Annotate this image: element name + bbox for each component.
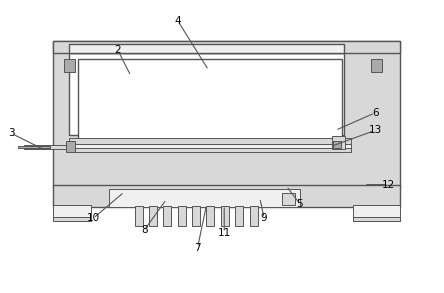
Bar [109,189,300,207]
Bar [78,59,342,139]
Text: 12: 12 [382,180,395,190]
Bar [69,148,351,152]
Bar [250,206,258,226]
Bar [53,41,400,188]
Text: 5: 5 [297,199,303,209]
Bar [178,206,186,226]
Text: 9: 9 [261,213,267,223]
Bar [235,206,243,226]
Text: 2: 2 [115,45,121,55]
Bar [66,141,75,152]
Bar [53,41,400,53]
Bar [192,206,200,226]
Bar [282,193,295,205]
Bar [371,59,382,72]
Bar [333,141,341,148]
Text: 10: 10 [87,213,100,223]
Bar [149,206,157,226]
Bar [332,136,345,149]
Bar [53,217,91,221]
Bar [18,146,50,148]
Bar [353,217,400,221]
Bar [69,138,351,145]
Bar [53,205,91,221]
Bar [69,44,344,53]
Text: 6: 6 [372,108,378,118]
Text: 3: 3 [8,128,14,138]
Bar [69,53,344,135]
Bar [353,205,400,221]
Bar [24,145,71,149]
Bar [69,144,351,149]
Bar [64,59,75,72]
Bar [135,206,143,226]
Text: 4: 4 [174,16,181,25]
Bar [53,185,400,207]
Text: 7: 7 [194,243,201,253]
Bar [163,206,171,226]
Text: 11: 11 [218,228,231,238]
Text: 13: 13 [369,125,382,135]
Text: 8: 8 [141,225,147,235]
Bar [221,206,229,226]
Bar [206,206,214,226]
